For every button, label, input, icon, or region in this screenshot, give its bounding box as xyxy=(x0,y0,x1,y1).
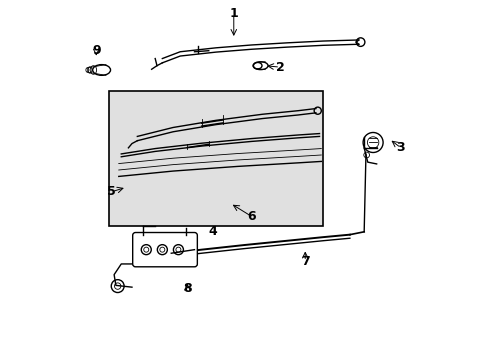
FancyBboxPatch shape xyxy=(132,233,197,267)
Text: 7: 7 xyxy=(300,255,309,268)
Text: 1: 1 xyxy=(229,8,238,21)
Text: 6: 6 xyxy=(247,210,255,223)
Bar xyxy=(108,91,323,226)
Text: 2: 2 xyxy=(275,60,284,73)
Text: 5: 5 xyxy=(107,185,116,198)
Text: 3: 3 xyxy=(396,141,405,154)
Text: 9: 9 xyxy=(92,44,101,57)
Text: 8: 8 xyxy=(183,283,191,296)
Text: 4: 4 xyxy=(207,225,216,238)
